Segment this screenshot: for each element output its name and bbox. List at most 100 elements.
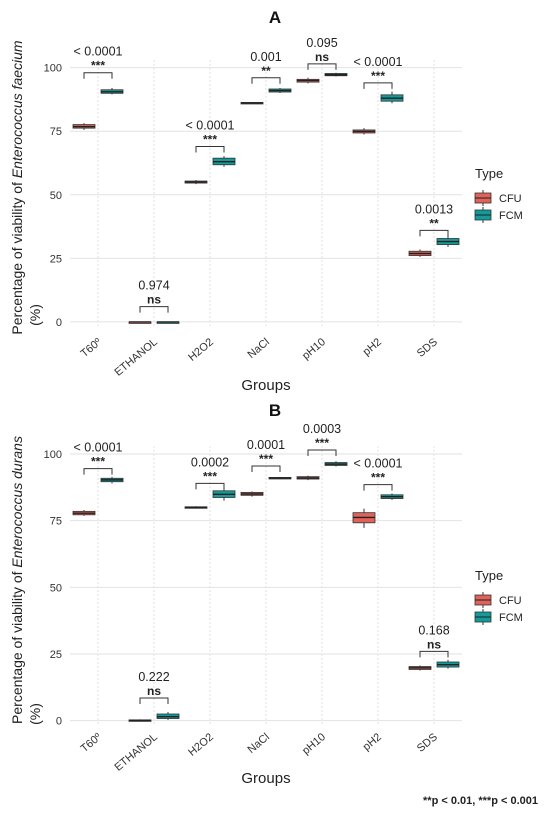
significance-bracket	[195, 482, 225, 490]
y-axis-title: Percentage of viability of Enterococcus …	[9, 40, 25, 334]
significance-bracket	[139, 306, 169, 313]
significance-annotation: ***< 0.0001	[185, 118, 235, 153]
panel-title: A	[269, 8, 281, 27]
significance-bracket	[419, 229, 449, 237]
y-axis-unit: (%)	[27, 304, 43, 326]
box-cfu	[72, 510, 96, 516]
significance-stars: ***	[371, 69, 385, 83]
x-tick-label: pH2	[361, 336, 384, 358]
significance-stars: ***	[203, 132, 217, 146]
significance-annotation: ***< 0.0001	[73, 441, 123, 475]
box-fcm	[324, 461, 348, 467]
y-tick-label: 75	[50, 516, 62, 528]
box-fcm	[436, 235, 460, 247]
y-axis-unit: (%)	[27, 703, 43, 725]
box-cfu	[296, 77, 320, 84]
box-fcm	[380, 91, 404, 104]
y-axis-title: Percentage of viability of Enterococcus …	[9, 436, 25, 724]
p-value-label: 0.168	[418, 623, 449, 637]
box-cfu	[240, 491, 264, 497]
legend: Type CFU FCM	[474, 568, 523, 625]
significance-annotation: ***0.0002	[191, 455, 229, 490]
x-tick-label: ETHANOL	[112, 336, 160, 379]
significance-bracket	[139, 697, 169, 704]
significance-footnote: **p < 0.01, ***p < 0.001	[423, 795, 538, 807]
p-value-label: 0.222	[138, 670, 169, 684]
legend-label-fcm: FCM	[499, 210, 523, 222]
significance-bracket	[419, 650, 449, 658]
significance-bracket	[83, 468, 113, 475]
significance-stars: **	[429, 216, 439, 230]
significance-bracket	[83, 72, 113, 79]
box-cfu	[408, 249, 432, 257]
box-cfu	[184, 506, 208, 509]
legend-label-cfu: CFU	[499, 193, 522, 205]
y-axis-title-prefix: Percentage of viability of	[9, 568, 25, 724]
box-cfu	[128, 719, 152, 722]
p-value-label: < 0.0001	[353, 55, 402, 69]
y-tick-label: 25	[50, 253, 62, 265]
box-fcm	[268, 476, 292, 480]
significance-stars: **	[261, 64, 271, 78]
significance-bracket	[363, 484, 393, 491]
x-tick-label: T60º	[79, 731, 104, 755]
significance-annotation: ***< 0.0001	[73, 45, 123, 79]
x-tick-label: H2O2	[186, 336, 216, 364]
p-value-label: < 0.0001	[73, 441, 122, 455]
x-tick-label: NaCl	[245, 731, 271, 756]
significance-bracket	[251, 465, 281, 472]
significance-bracket	[195, 145, 225, 153]
p-value-label: 0.0002	[191, 455, 229, 469]
y-tick-label: 50	[50, 190, 62, 202]
x-tick-label: pH10	[300, 336, 328, 362]
y-tick-label: 75	[50, 126, 62, 138]
p-value-label: 0.095	[306, 36, 337, 50]
box-cfu	[296, 475, 320, 481]
legend: Type CFU FCM	[474, 166, 523, 223]
significance-bracket	[363, 82, 393, 89]
significance-stars: ***	[91, 455, 105, 469]
significance-bracket	[307, 449, 337, 456]
box-fcm	[100, 476, 124, 484]
legend-label-fcm: FCM	[499, 612, 523, 624]
p-value-label: 0.001	[250, 50, 281, 64]
x-tick-label: ETHANOL	[112, 731, 160, 774]
y-tick-label: 0	[56, 317, 62, 329]
x-tick-label: pH2	[361, 731, 384, 753]
p-value-label: < 0.0001	[353, 457, 402, 471]
x-tick-label: H2O2	[186, 731, 216, 759]
significance-stars: ns	[147, 293, 161, 307]
box-cfu	[240, 101, 264, 105]
significance-bracket	[251, 77, 281, 84]
significance-annotation: ns0.222	[138, 670, 170, 704]
box-cfu	[72, 123, 96, 130]
y-axis-title-species: Enterococcus faecium	[9, 40, 25, 178]
chart-panel-a: A 0 25 50 75 100 T60º ETHANOL H2O2 NaCl pH10 pH2 SDS…	[9, 8, 523, 394]
p-value-label: 0.0003	[303, 422, 341, 436]
significance-annotation: ***0.0001	[247, 438, 285, 472]
significance-annotation: ns0.974	[138, 279, 170, 313]
x-tick-label: pH10	[300, 731, 328, 757]
p-value-label: 0.0013	[415, 202, 453, 216]
chart-panel-b: B 0 25 50 75 100 T60º ETHANOL H2O2 NaCl pH10 pH2 SDS…	[9, 401, 523, 787]
x-tick-label: NaCl	[245, 336, 271, 361]
legend-title: Type	[475, 568, 503, 583]
box-fcm	[100, 87, 124, 95]
p-value-label: 0.974	[138, 279, 169, 293]
x-tick-label: SDS	[415, 336, 440, 360]
x-axis-title: Groups	[241, 377, 290, 394]
p-value-label: < 0.0001	[73, 45, 122, 59]
box-fcm	[436, 659, 460, 669]
panel-title: B	[269, 401, 281, 420]
p-value-label: < 0.0001	[185, 118, 234, 132]
box-cfu	[352, 508, 376, 528]
p-value-label: 0.0001	[247, 438, 285, 452]
box-fcm	[324, 72, 348, 77]
y-tick-label: 100	[44, 63, 62, 75]
box-cfu	[184, 180, 208, 185]
x-tick-label: SDS	[415, 731, 440, 755]
significance-annotation: ***< 0.0001	[353, 457, 403, 491]
y-axis-title-species: Enterococcus durans	[9, 436, 25, 568]
x-axis-title: Groups	[241, 770, 290, 787]
